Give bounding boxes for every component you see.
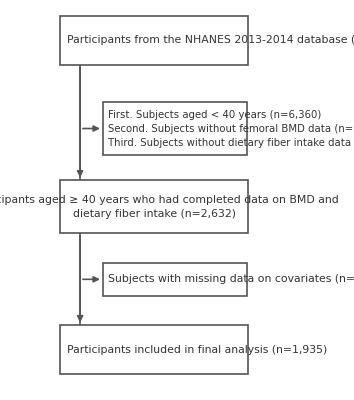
Text: Participants aged ≥ 40 years who had completed data on BMD and
dietary fiber int: Participants aged ≥ 40 years who had com… — [0, 195, 338, 219]
FancyBboxPatch shape — [103, 102, 247, 155]
Text: Participants included in final analysis (n=1,935): Participants included in final analysis … — [67, 345, 327, 355]
FancyBboxPatch shape — [61, 16, 248, 65]
Text: First. Subjects aged < 40 years (n=6,360)
Second. Subjects without femoral BMD d: First. Subjects aged < 40 years (n=6,360… — [108, 110, 354, 148]
FancyBboxPatch shape — [61, 325, 248, 374]
FancyBboxPatch shape — [61, 180, 248, 233]
Text: Participants from the NHANES 2013-2014 database (n=10,175): Participants from the NHANES 2013-2014 d… — [67, 35, 354, 45]
Text: Subjects with missing data on covariates (n=697): Subjects with missing data on covariates… — [108, 274, 354, 284]
FancyBboxPatch shape — [103, 263, 247, 296]
